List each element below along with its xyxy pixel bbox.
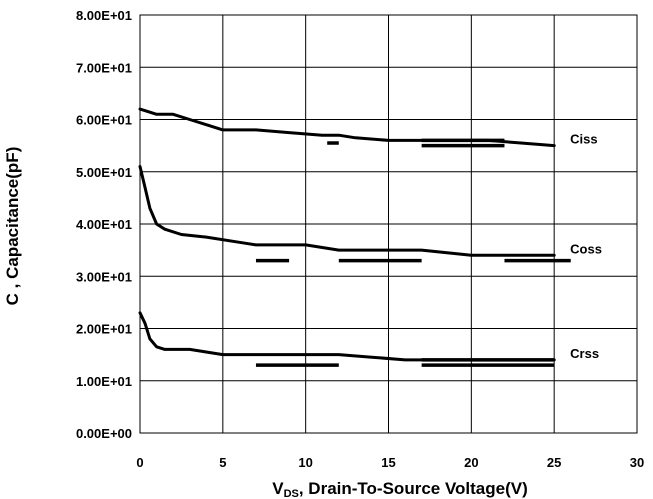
series-crss-line [138, 311, 556, 362]
series-label-crss: Crss [570, 346, 599, 361]
y-tick-label: 1.00E+01 [76, 374, 132, 389]
y-tick-label: 0.00E+00 [76, 426, 132, 441]
y-tick-label: 5.00E+01 [76, 165, 132, 180]
y-tick-label: 8.00E+01 [76, 8, 132, 23]
x-tick-label: 20 [464, 455, 478, 470]
x-tick-label: 25 [547, 455, 561, 470]
x-tick-label: 30 [630, 455, 644, 470]
x-axis-title-prefix: V [272, 479, 284, 498]
y-tick-label: 7.00E+01 [76, 60, 132, 75]
series-label-ciss: Ciss [570, 132, 597, 147]
y-tick-label: 4.00E+01 [76, 217, 132, 232]
y-tick-label: 2.00E+01 [76, 322, 132, 337]
y-axis-title: C , Capacitance(pF) [3, 147, 22, 306]
x-axis-title-rest: , Drain-To-Source Voltage(V) [299, 479, 528, 498]
tick-layer: 0.00E+00 1.00E+01 2.00E+01 3.00E+01 4.00E+01… [76, 8, 644, 470]
x-tick-label: 0 [136, 455, 143, 470]
series-coss-line [138, 165, 556, 257]
x-axis-title: VDS, Drain-To-Source Voltage(V) [272, 479, 528, 499]
grid-layer [139, 14, 638, 434]
y-tick-label: 3.00E+01 [76, 269, 132, 284]
x-tick-label: 10 [298, 455, 312, 470]
y-tick-label: 6.00E+01 [76, 113, 132, 128]
x-tick-label: 15 [381, 455, 395, 470]
x-axis-title-subscript: DS [284, 488, 299, 499]
series-layer: Ciss Coss Crss [138, 107, 602, 367]
series-label-coss: Coss [570, 241, 602, 256]
x-tick-label: 5 [219, 455, 226, 470]
